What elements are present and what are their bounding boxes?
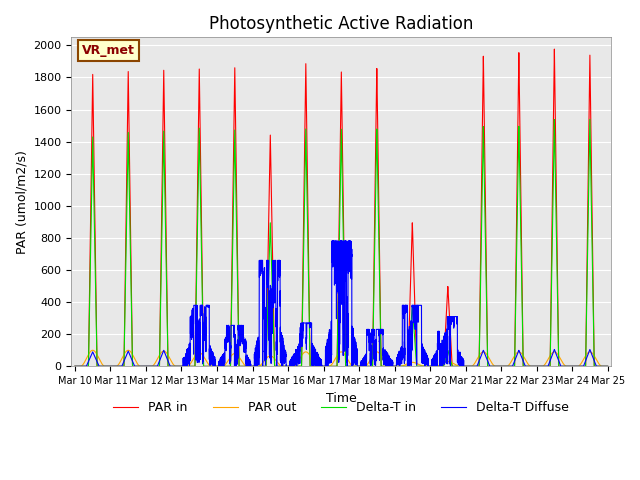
PAR in bbox=[460, 363, 468, 369]
PAR in bbox=[582, 363, 589, 369]
Delta-T Diffuse bbox=[575, 363, 582, 369]
PAR out bbox=[252, 363, 260, 369]
Delta-T in bbox=[476, 349, 483, 355]
Delta-T in bbox=[460, 363, 468, 369]
Delta-T Diffuse bbox=[582, 359, 589, 364]
PAR in bbox=[476, 345, 483, 351]
Delta-T in bbox=[586, 117, 594, 122]
PAR in bbox=[71, 363, 79, 369]
Delta-T Diffuse bbox=[476, 357, 483, 363]
PAR out bbox=[604, 363, 611, 369]
PAR out bbox=[582, 353, 589, 359]
Delta-T in bbox=[323, 363, 331, 369]
Delta-T Diffuse bbox=[604, 363, 611, 369]
Delta-T in bbox=[581, 363, 589, 369]
PAR out bbox=[476, 352, 483, 358]
Delta-T Diffuse bbox=[323, 346, 331, 351]
PAR in bbox=[575, 363, 582, 369]
Delta-T in bbox=[71, 363, 79, 369]
Delta-T in bbox=[575, 363, 582, 369]
Delta-T in bbox=[252, 363, 260, 369]
PAR out bbox=[575, 363, 582, 369]
Delta-T Diffuse bbox=[71, 363, 79, 369]
PAR out bbox=[71, 363, 79, 369]
X-axis label: Time: Time bbox=[326, 392, 356, 405]
Y-axis label: PAR (umol/m2/s): PAR (umol/m2/s) bbox=[15, 150, 28, 254]
PAR in bbox=[550, 46, 558, 52]
Line: PAR in: PAR in bbox=[75, 49, 607, 366]
PAR in bbox=[252, 363, 260, 369]
Text: VR_met: VR_met bbox=[82, 44, 135, 57]
PAR in bbox=[604, 363, 611, 369]
Delta-T Diffuse bbox=[252, 348, 260, 354]
PAR out bbox=[89, 348, 97, 353]
PAR out bbox=[461, 363, 468, 369]
Delta-T Diffuse bbox=[328, 238, 335, 244]
Line: PAR out: PAR out bbox=[75, 350, 607, 366]
Title: Photosynthetic Active Radiation: Photosynthetic Active Radiation bbox=[209, 15, 474, 33]
Delta-T Diffuse bbox=[461, 363, 468, 369]
PAR out bbox=[323, 363, 331, 369]
Legend: PAR in, PAR out, Delta-T in, Delta-T Diffuse: PAR in, PAR out, Delta-T in, Delta-T Dif… bbox=[109, 396, 574, 420]
PAR in bbox=[323, 363, 331, 369]
Line: Delta-T in: Delta-T in bbox=[75, 120, 607, 366]
Line: Delta-T Diffuse: Delta-T Diffuse bbox=[75, 241, 607, 366]
Delta-T in bbox=[604, 363, 611, 369]
